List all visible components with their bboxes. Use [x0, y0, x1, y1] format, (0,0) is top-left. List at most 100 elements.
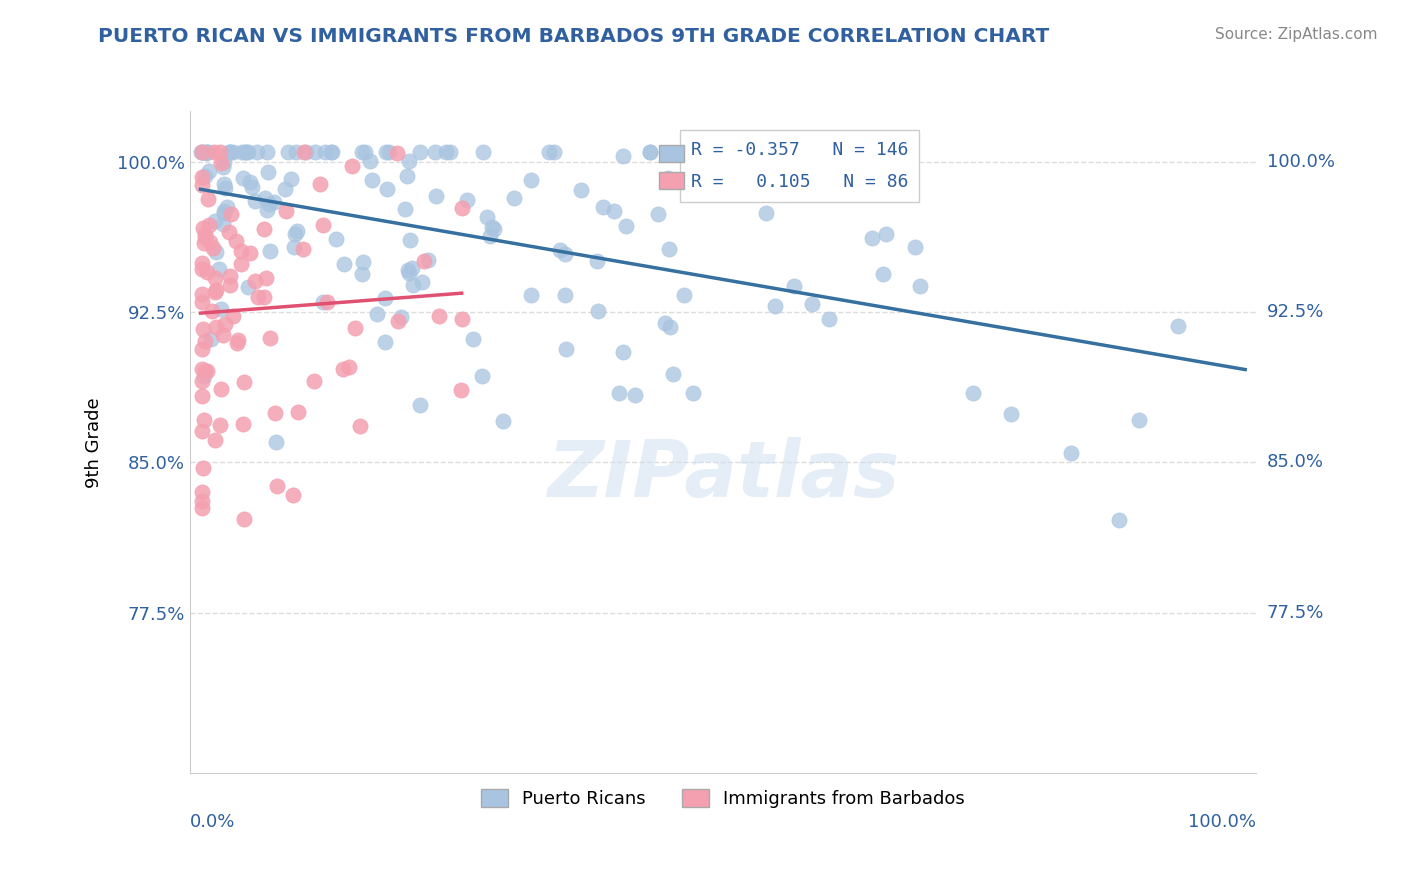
Point — [340, 160, 363, 174]
Point — [190, 286, 212, 301]
Point — [259, 331, 281, 345]
Point — [350, 267, 373, 281]
Point — [586, 303, 609, 318]
Point — [411, 275, 433, 289]
Point — [239, 175, 262, 189]
Point — [319, 145, 342, 159]
Point — [304, 145, 326, 159]
Point — [205, 245, 228, 260]
Point — [235, 145, 257, 159]
Point — [257, 197, 280, 211]
Point — [295, 145, 318, 159]
Point — [197, 163, 219, 178]
Point — [219, 145, 242, 159]
Text: R = -0.357   N = 146
R =   0.105   N = 86: R = -0.357 N = 146 R = 0.105 N = 86 — [690, 141, 908, 191]
Point — [592, 200, 614, 214]
Point — [654, 316, 676, 330]
Point — [212, 177, 235, 191]
Point — [471, 368, 494, 383]
Point — [190, 145, 212, 159]
Point — [292, 145, 315, 159]
Point — [194, 229, 217, 244]
Point — [409, 399, 432, 413]
Text: 85.0%: 85.0% — [1267, 453, 1324, 471]
Point — [555, 342, 578, 356]
Point — [246, 145, 269, 159]
Point — [450, 201, 472, 215]
Point — [194, 334, 217, 349]
Point — [280, 171, 302, 186]
Point — [204, 271, 226, 285]
Point — [333, 257, 356, 271]
Point — [190, 145, 212, 159]
Point — [190, 494, 212, 508]
Point — [214, 317, 236, 331]
Point — [190, 485, 212, 500]
Text: PUERTO RICAN VS IMMIGRANTS FROM BARBADOS 9TH GRADE CORRELATION CHART: PUERTO RICAN VS IMMIGRANTS FROM BARBADOS… — [98, 27, 1050, 45]
Point — [259, 244, 281, 259]
Point — [211, 217, 233, 231]
Point — [481, 220, 503, 235]
Point — [616, 219, 638, 233]
Point — [208, 261, 231, 276]
Point — [195, 145, 218, 159]
Point — [602, 204, 624, 219]
Point — [765, 299, 787, 313]
Point — [235, 145, 257, 159]
Point — [232, 375, 254, 389]
Point — [202, 241, 225, 255]
Point — [253, 191, 276, 205]
Point — [399, 234, 422, 248]
Point — [190, 374, 212, 388]
Point — [321, 145, 343, 159]
Point — [672, 287, 695, 301]
FancyBboxPatch shape — [659, 171, 685, 189]
Point — [658, 243, 681, 257]
Point — [218, 277, 240, 292]
Point — [257, 165, 280, 179]
Point — [264, 406, 287, 420]
Point — [554, 247, 576, 261]
Point — [238, 145, 260, 159]
Point — [243, 194, 266, 208]
Point — [425, 189, 447, 203]
Point — [450, 383, 472, 397]
Point — [197, 145, 219, 159]
Point — [401, 261, 423, 276]
Point — [409, 145, 432, 159]
Point — [266, 479, 288, 493]
Point — [287, 405, 309, 419]
Point — [190, 170, 212, 185]
Point — [204, 285, 226, 299]
Point — [801, 296, 824, 310]
Point — [256, 145, 278, 159]
Point — [200, 332, 222, 346]
Point — [638, 145, 661, 159]
Point — [254, 270, 277, 285]
Point — [190, 362, 212, 376]
Point — [264, 435, 287, 450]
Point — [209, 155, 232, 169]
Point — [389, 310, 412, 324]
Point — [209, 382, 232, 396]
Point — [274, 182, 297, 196]
Point — [1108, 513, 1130, 527]
Point — [624, 387, 647, 401]
Point — [191, 322, 214, 336]
Point — [734, 158, 756, 172]
Point — [190, 178, 212, 192]
Point — [232, 512, 254, 526]
Point — [212, 204, 235, 219]
Point — [190, 501, 212, 516]
Point — [537, 145, 560, 159]
Point — [246, 290, 269, 304]
Point — [607, 385, 630, 400]
Point — [1167, 318, 1189, 333]
Point — [193, 413, 215, 427]
Point — [205, 283, 228, 297]
Point — [374, 145, 396, 159]
Point — [425, 145, 447, 159]
Point — [492, 414, 515, 428]
Point — [190, 255, 212, 269]
Point — [195, 145, 218, 159]
